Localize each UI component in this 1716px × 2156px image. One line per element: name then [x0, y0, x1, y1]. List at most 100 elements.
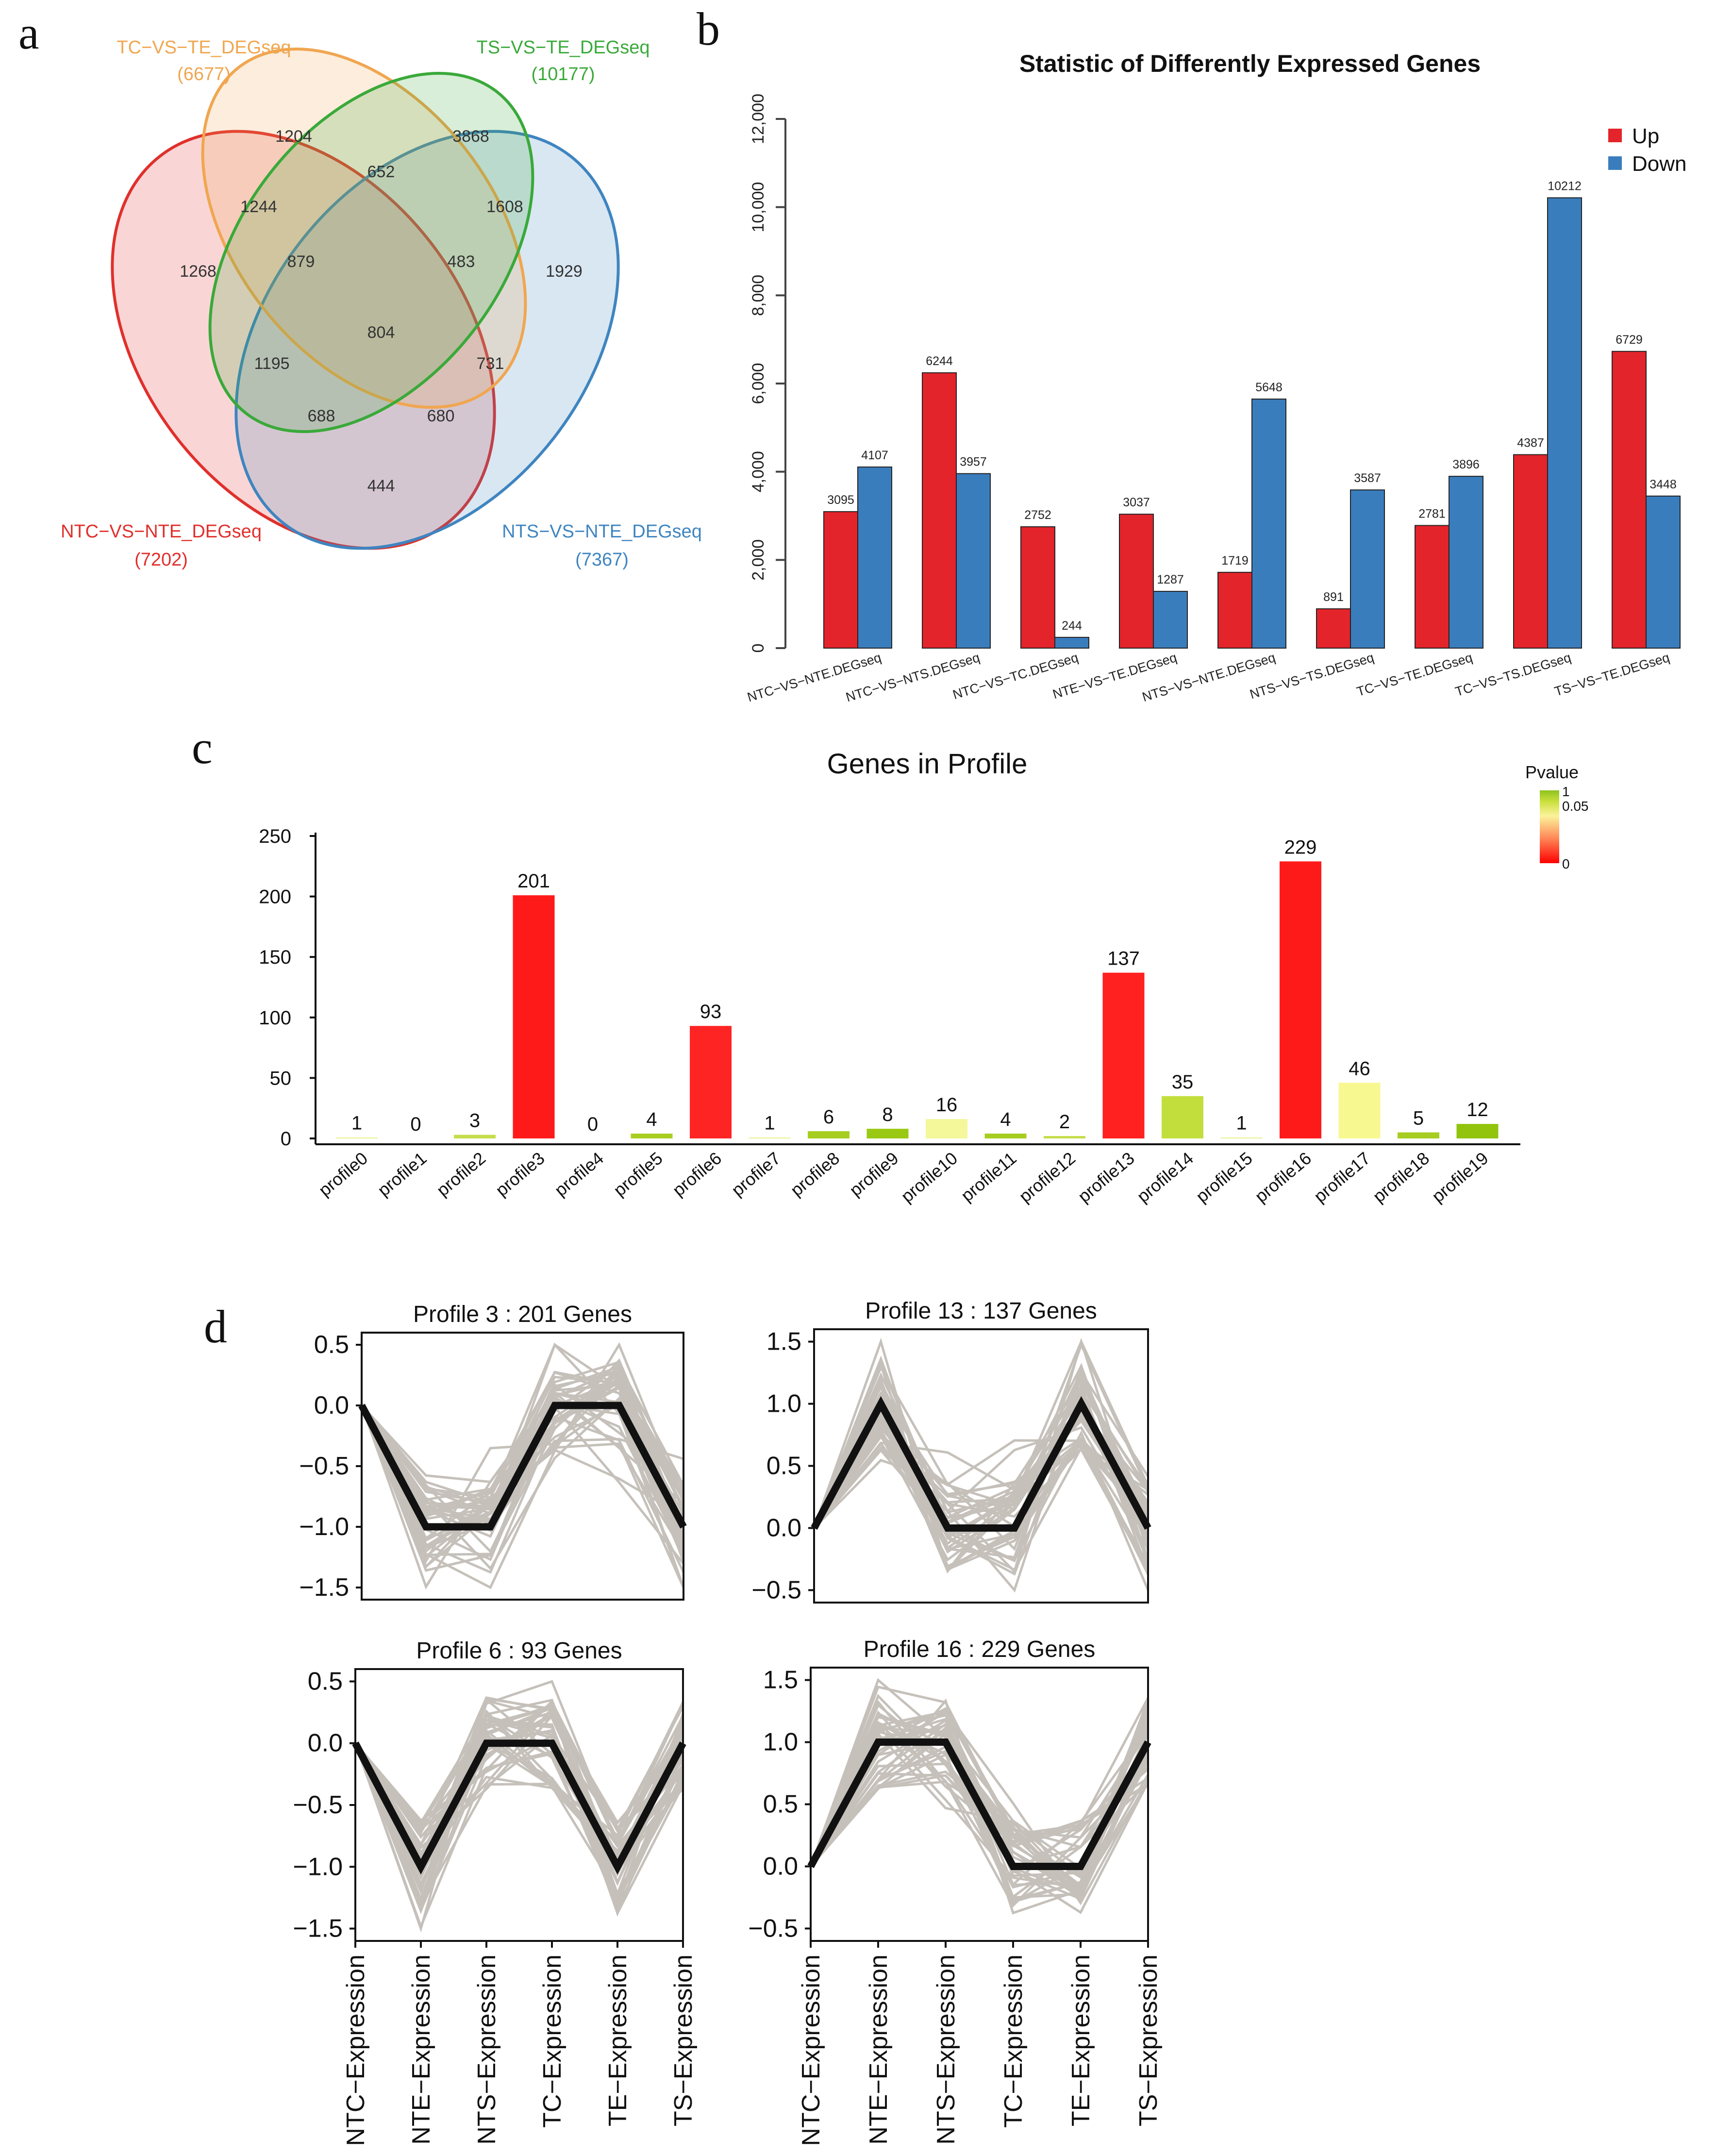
y-tick-label: 0: [281, 1128, 291, 1150]
profile-bar-value: 3: [469, 1110, 480, 1132]
plot-frame: [813, 1328, 1149, 1604]
y-tick-label: −0.5: [751, 1576, 801, 1604]
venn-set-count-tc-te: (6677): [177, 64, 231, 84]
bar-up: [1316, 608, 1351, 649]
profile-bar: [1102, 972, 1145, 1138]
bar-value-label: 1287: [1157, 573, 1184, 586]
profile-bar-value: 8: [882, 1104, 893, 1125]
profile-bar-value: 137: [1107, 948, 1140, 969]
venn-region-count: 1244: [240, 198, 277, 216]
venn-region-count: 652: [367, 163, 395, 181]
profile-x-label: profile8: [786, 1148, 843, 1200]
y-tick-label: −0.5: [299, 1452, 349, 1480]
bar-down: [1054, 636, 1089, 649]
pvalue-colorbar: [1540, 790, 1559, 863]
venn-region-count: 1608: [486, 198, 523, 216]
y-tick-label: 50: [270, 1068, 292, 1089]
profile-plot: Profile 16 : 229 Genes 1.5 1.0 0.5 0.0 −0.5: [748, 1637, 1151, 1942]
profile-x-label: profile5: [610, 1148, 666, 1200]
bar-down: [857, 466, 892, 649]
panel-label-b: b: [697, 3, 720, 55]
plot-frame: [354, 1668, 684, 1942]
bar-value-label: 3095: [827, 493, 854, 507]
y-tick-label: 6,000: [749, 363, 767, 404]
profile-bar-value: 4: [1000, 1109, 1011, 1130]
bar-down: [956, 473, 991, 649]
gene-line: [354, 1718, 684, 1898]
venn-region-count: 731: [477, 354, 504, 373]
y-tick-label: 100: [259, 1007, 291, 1029]
gene-line: [813, 1363, 1150, 1551]
profile-bar: [866, 1129, 909, 1138]
bar-value-label: 3587: [1354, 471, 1381, 485]
x-tick-label: NTS−Expression: [473, 1955, 501, 2145]
bar-value-label: 3957: [960, 455, 987, 469]
profile-bar: [1220, 1137, 1263, 1139]
bar-value-label: 6244: [926, 354, 953, 368]
bar-down: [1251, 398, 1286, 649]
x-tick-label: NTE−Expression: [865, 1955, 893, 2145]
profile-bar: [631, 1134, 673, 1138]
profile-plot: Profile 3 : 201 Genes 0.5 0.0 −0.5 −1.0 −1.5: [299, 1302, 687, 1602]
profile-bar-value: 35: [1172, 1071, 1194, 1093]
bar-down: [1153, 591, 1188, 649]
x-tick-label: NTC−Expression: [797, 1955, 825, 2146]
profile-bar: [984, 1134, 1027, 1138]
gene-line: [813, 1430, 1150, 1591]
y-tick-label: 1.0: [763, 1728, 798, 1756]
y-tick-label: 0.0: [308, 1729, 343, 1757]
venn-set-label-tc-te: TC−VS−TE_DEGseq: [117, 37, 291, 58]
chart-b-title: Statistic of Differently Expressed Genes: [1019, 50, 1481, 77]
venn-region-count: 3868: [452, 127, 489, 146]
profile-bar-value: 2: [1059, 1111, 1070, 1133]
bar-value-label: 4387: [1517, 436, 1544, 450]
profile-bar: [1456, 1124, 1499, 1138]
model-profile-line: [807, 1738, 1151, 1870]
profile-x-labels-right: NTC−Expression NTE−Expression NTS−Expressi…: [797, 1941, 1163, 2146]
bar-up: [1217, 571, 1252, 649]
y-tick-label: 8,000: [749, 275, 767, 316]
x-tick-label: TE−Expression: [1067, 1955, 1095, 2126]
pvalue-label-1: 1: [1562, 784, 1570, 799]
gene-lines: [354, 1680, 684, 1933]
profile-x-label: profile9: [846, 1148, 902, 1200]
venn-set-ntc-nte: [111, 130, 496, 550]
y-tick-label: 200: [259, 886, 291, 908]
profile-bar-value: 16: [936, 1094, 958, 1116]
bar-up: [1513, 454, 1548, 649]
gene-lines: [813, 1337, 1150, 1593]
profile-x-label: profile6: [668, 1148, 725, 1200]
profile-bar: [1044, 1136, 1085, 1138]
profile-x-labels-left: NTC−Expression NTE−Expression NTS−Expressi…: [342, 1941, 698, 2146]
gene-lines: [809, 1678, 1150, 1915]
bar-down: [1547, 197, 1582, 649]
legend-swatch-up: [1608, 129, 1622, 142]
profile-bar: [454, 1135, 496, 1138]
profile-x-label: profile19: [1428, 1148, 1492, 1206]
bar-value-label: 6729: [1616, 333, 1643, 347]
profile-x-label: profile4: [550, 1148, 607, 1200]
y-tick-label: 1.5: [763, 1666, 798, 1694]
chart-b-bars: 3095 4107 6244 3957 2752 244 3037 1287 1719 5648 8…: [823, 179, 1681, 649]
profile-bar-value: 1: [351, 1113, 362, 1134]
y-tick-label: 0.5: [314, 1331, 349, 1359]
venn-set-label-ts-te: TS−VS−TE_DEGseq: [477, 37, 650, 58]
venn-region-count: 879: [287, 252, 315, 271]
gene-line: [354, 1700, 684, 1839]
profile-x-label: profile0: [315, 1148, 371, 1200]
profile-plots: Profile 3 : 201 Genes0.50.0−0.5−1.0−1.5P…: [293, 1298, 1151, 1943]
profile-bar-value: 5: [1413, 1108, 1424, 1129]
venn-region-count: 688: [308, 407, 335, 425]
venn-set-label-nts-nte: NTS−VS−NTE_DEGseq: [502, 521, 702, 542]
chart-c-pvalue-legend: Pvalue 1 0.05 0: [1525, 762, 1589, 871]
gene-line: [813, 1383, 1150, 1529]
y-tick-label: −1.5: [299, 1573, 349, 1602]
legend-label-up: Up: [1632, 124, 1659, 148]
bar-value-label: 2781: [1418, 507, 1446, 520]
x-tick-label: TS−Expression: [669, 1955, 698, 2126]
x-tick-label: TC−Expression: [538, 1955, 566, 2128]
gene-line: [361, 1390, 684, 1505]
profile-bar-value: 1: [1236, 1113, 1247, 1134]
